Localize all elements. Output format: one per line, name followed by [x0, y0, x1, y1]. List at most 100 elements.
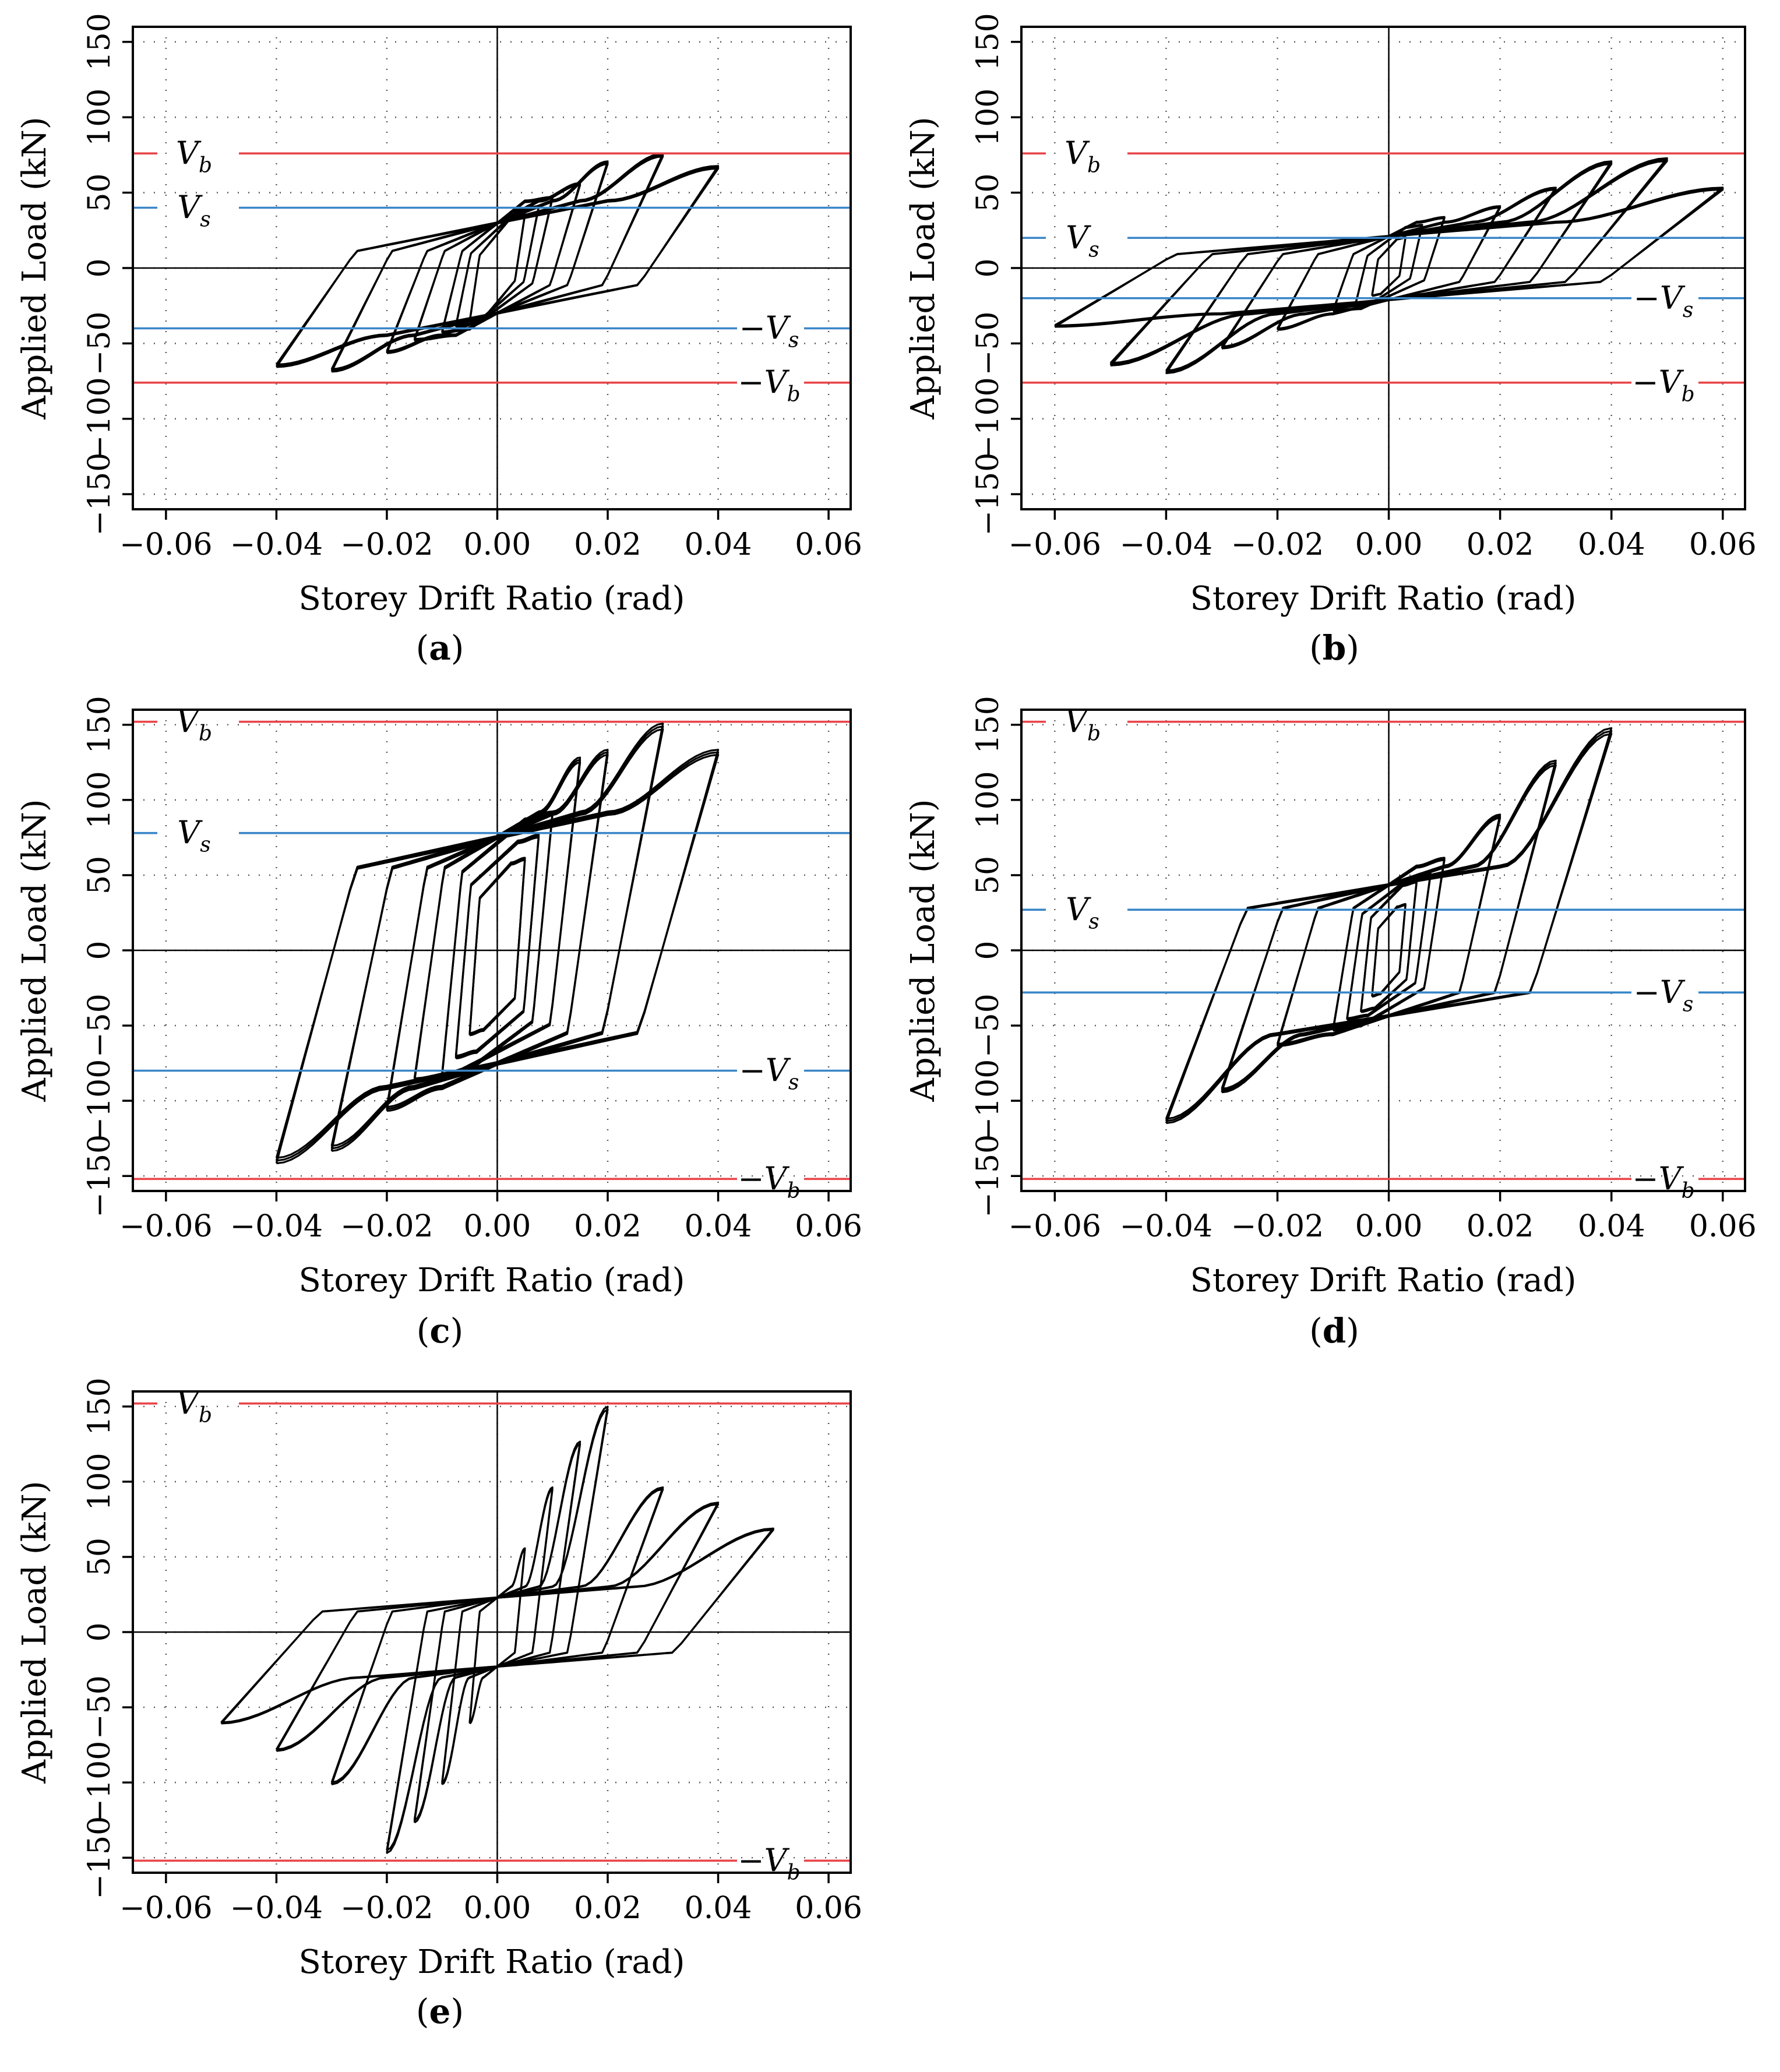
x-tick-label: 0.00	[464, 1209, 531, 1244]
x-tick-label: 0.02	[1467, 1209, 1534, 1244]
x-tick-label: 0.04	[685, 1209, 752, 1244]
y-tick-label: −100	[82, 377, 117, 460]
y-axis-label: Applied Load (kN)	[16, 799, 54, 1102]
x-tick-label: −0.06	[119, 1891, 212, 1926]
caption-c: (c)	[416, 1311, 464, 1351]
hysteresis-loop	[275, 749, 720, 1165]
y-tick-label: −150	[971, 453, 1006, 536]
y-tick-label: 150	[971, 13, 1006, 71]
x-tick-label: −0.06	[119, 527, 212, 562]
hysteresis-series	[1054, 157, 1724, 375]
ref-label--Vb: −Vb	[738, 1842, 800, 1884]
x-tick-label: −0.04	[230, 1891, 323, 1926]
hysteresis-loop	[1277, 205, 1501, 331]
y-tick-label: −100	[82, 1059, 117, 1143]
x-tick-label: 0.06	[1689, 527, 1757, 562]
hysteresis-loop	[330, 723, 664, 1152]
y-tick-label: −100	[82, 1741, 117, 1824]
x-tick-label: −0.02	[1231, 1209, 1324, 1244]
ref-label--Vb: −Vb	[1632, 1160, 1694, 1203]
y-tick-label: 100	[82, 771, 117, 829]
hysteresis-series	[1165, 727, 1613, 1125]
hysteresis-series	[275, 723, 720, 1165]
y-tick-label: 150	[82, 1377, 117, 1435]
ref-label--Vb: −Vb	[1632, 364, 1694, 407]
hysteresis-loop	[1346, 872, 1432, 1021]
x-tick-label: 0.06	[795, 1891, 862, 1926]
y-tick-label: 150	[82, 13, 117, 71]
y-tick-label: 50	[82, 174, 117, 212]
x-tick-label: −0.04	[230, 1209, 323, 1244]
y-tick-label: −100	[971, 377, 1006, 460]
x-tick-label: 0.06	[795, 1209, 862, 1244]
x-axis-label: Storey Drift Ratio (rad)	[298, 1943, 685, 1981]
x-tick-label: −0.06	[1009, 1209, 1101, 1244]
x-tick-label: −0.06	[119, 1209, 212, 1244]
y-tick-label: −150	[82, 1134, 117, 1218]
x-tick-label: 0.06	[1689, 1209, 1757, 1244]
y-tick-label: −50	[82, 993, 117, 1058]
chart-a: Vb Vs −Vs −Vb −0.06 −0.04 −0.02 0.00 0.02 0.04 0.0…	[16, 13, 862, 618]
y-tick-label: 100	[971, 771, 1006, 829]
y-tick-label: −150	[971, 1134, 1006, 1218]
y-tick-label: 0	[82, 940, 117, 960]
y-tick-label: 0	[971, 258, 1006, 277]
x-tick-label: 0.00	[464, 527, 531, 562]
y-tick-label: 150	[971, 696, 1006, 753]
y-tick-label: 100	[82, 1453, 117, 1510]
x-tick-label: −0.02	[340, 527, 433, 562]
x-tick-label: −0.02	[340, 1891, 433, 1926]
chart-b: Vb Vs −Vs −Vb −0.06 −0.04 −0.02 0.00 0.02 0.04 0.0…	[904, 13, 1757, 618]
x-tick-label: 0.00	[1355, 527, 1423, 562]
x-tick-label: −0.04	[1120, 527, 1212, 562]
hysteresis-loop	[441, 1486, 554, 1785]
y-tick-label: −150	[82, 453, 117, 536]
y-tick-label: −150	[82, 1816, 117, 1900]
caption-a: (a)	[415, 628, 464, 668]
y-tick-label: 50	[82, 856, 117, 894]
ref-label-Vb: Vb	[176, 135, 212, 177]
x-axis-label: Storey Drift Ratio (rad)	[1190, 1261, 1576, 1299]
y-axis-label: Applied Load (kN)	[16, 117, 54, 420]
x-tick-label: 0.02	[574, 1209, 641, 1244]
caption-d: (d)	[1309, 1311, 1359, 1351]
ref-label--Vs: −Vs	[739, 310, 799, 353]
x-tick-label: 0.02	[574, 1891, 641, 1926]
x-axis-label: Storey Drift Ratio (rad)	[298, 580, 685, 618]
x-tick-label: 0.02	[574, 527, 641, 562]
x-tick-label: −0.02	[340, 1209, 433, 1244]
x-axis-label: Storey Drift Ratio (rad)	[298, 1261, 685, 1299]
hysteresis-loop	[386, 1405, 609, 1854]
hysteresis-loop	[1221, 759, 1557, 1094]
hysteresis-loop	[454, 833, 540, 1059]
hysteresis-series	[220, 1405, 774, 1854]
x-tick-label: 0.04	[1578, 1209, 1645, 1244]
ref-label-Vs: Vs	[177, 189, 210, 232]
ref-label--Vb: −Vb	[738, 1160, 800, 1203]
x-tick-label: −0.04	[1120, 1209, 1212, 1244]
ref-label--Vb: −Vb	[738, 364, 800, 407]
ref-label--Vs: −Vs	[1634, 280, 1694, 322]
x-tick-label: 0.04	[1578, 527, 1645, 562]
caption-b: (b)	[1309, 628, 1359, 668]
y-tick-label: −50	[971, 993, 1006, 1058]
x-tick-label: −0.04	[230, 527, 323, 562]
hysteresis-loop	[1221, 186, 1557, 350]
y-axis-label: Applied Load (kN)	[16, 1481, 54, 1784]
hysteresis-loop	[1109, 157, 1668, 367]
y-tick-label: 0	[82, 1622, 117, 1641]
x-tick-label: 0.04	[685, 1891, 752, 1926]
x-tick-label: 0.00	[1355, 1209, 1423, 1244]
hysteresis-loop	[468, 1547, 526, 1725]
ref-label-Vs: Vs	[1066, 891, 1099, 933]
hysteresis-loop	[330, 1486, 664, 1786]
hysteresis-loop	[386, 749, 609, 1112]
ref-label-Vb: Vb	[176, 703, 212, 746]
chart-c: Vb Vs −Vs −Vb −0.06 −0.04 −0.02 0.00 0.02 0.04 0.0…	[16, 696, 862, 1299]
x-tick-label: 0.06	[795, 527, 862, 562]
hysteresis-loop	[1054, 186, 1724, 328]
x-tick-label: 0.00	[464, 1891, 531, 1926]
hysteresis-loop	[1371, 903, 1407, 998]
hysteresis-loop	[276, 1502, 720, 1752]
